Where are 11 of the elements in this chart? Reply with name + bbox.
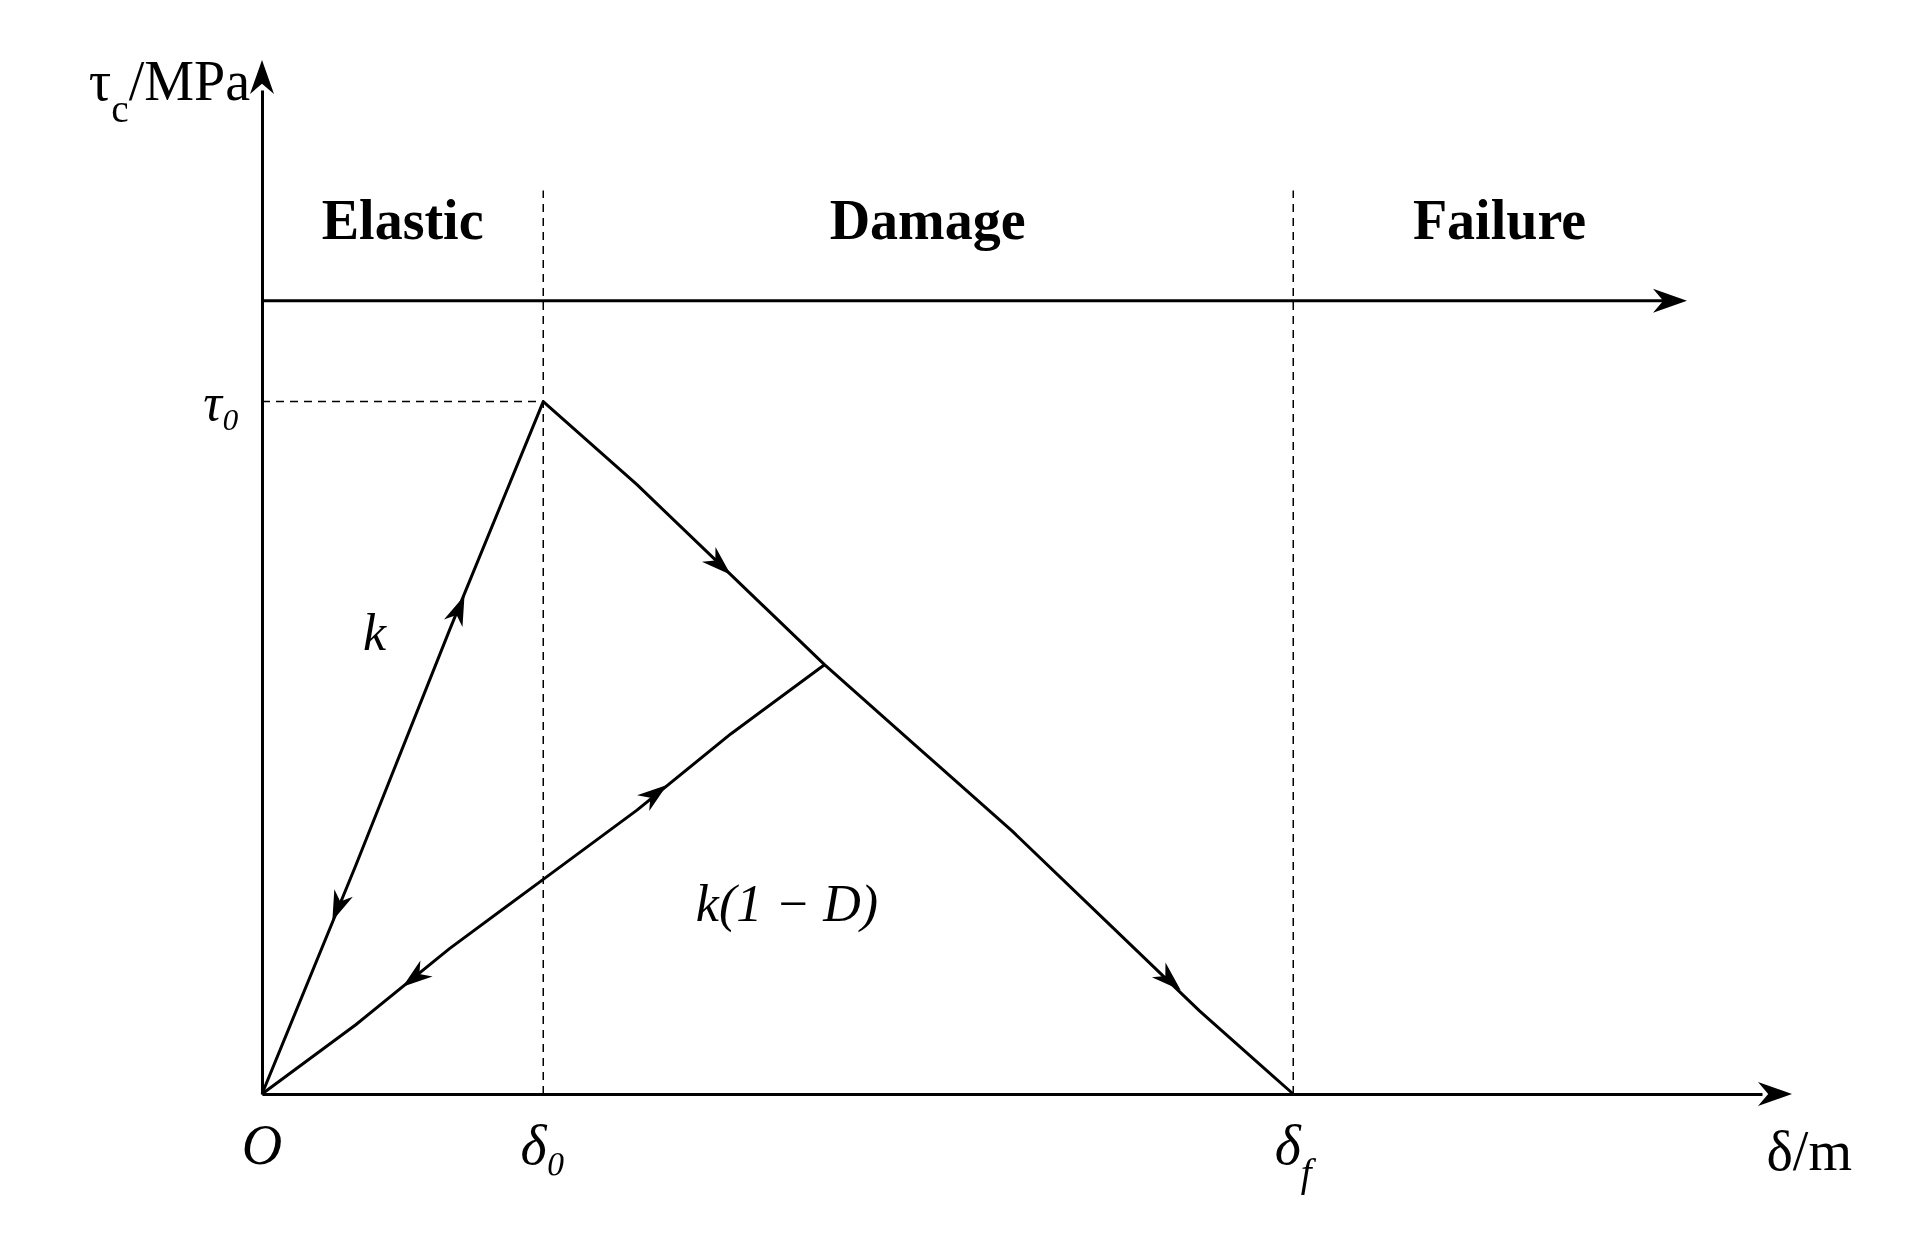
x-tick-label: δ₀ [520,1114,566,1176]
annotation: k [362,604,387,662]
annotation: k(1 − D) [695,875,879,934]
y-axis-title: τ$_{c}$/MPa [88,50,251,130]
x-tick-label: δ$_{f}$ [1274,1114,1317,1195]
x-tick-label: O [241,1114,283,1176]
text: Damage [829,188,1026,251]
text: Failure [1412,188,1587,251]
ref-line-label: τ₀ [203,373,240,431]
text: Elastic [321,188,484,251]
x-axis-title: δ/m [1766,1120,1852,1182]
